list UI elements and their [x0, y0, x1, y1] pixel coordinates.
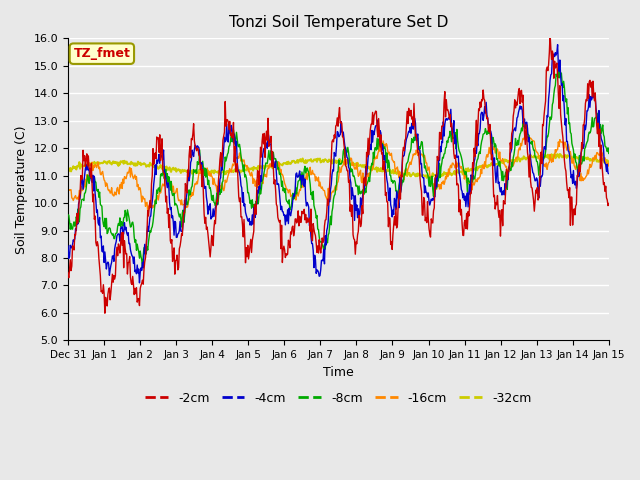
Legend: -2cm, -4cm, -8cm, -16cm, -32cm: -2cm, -4cm, -8cm, -16cm, -32cm: [140, 387, 536, 410]
Text: TZ_fmet: TZ_fmet: [74, 47, 131, 60]
Title: Tonzi Soil Temperature Set D: Tonzi Soil Temperature Set D: [228, 15, 448, 30]
Y-axis label: Soil Temperature (C): Soil Temperature (C): [15, 125, 28, 253]
X-axis label: Time: Time: [323, 366, 354, 379]
